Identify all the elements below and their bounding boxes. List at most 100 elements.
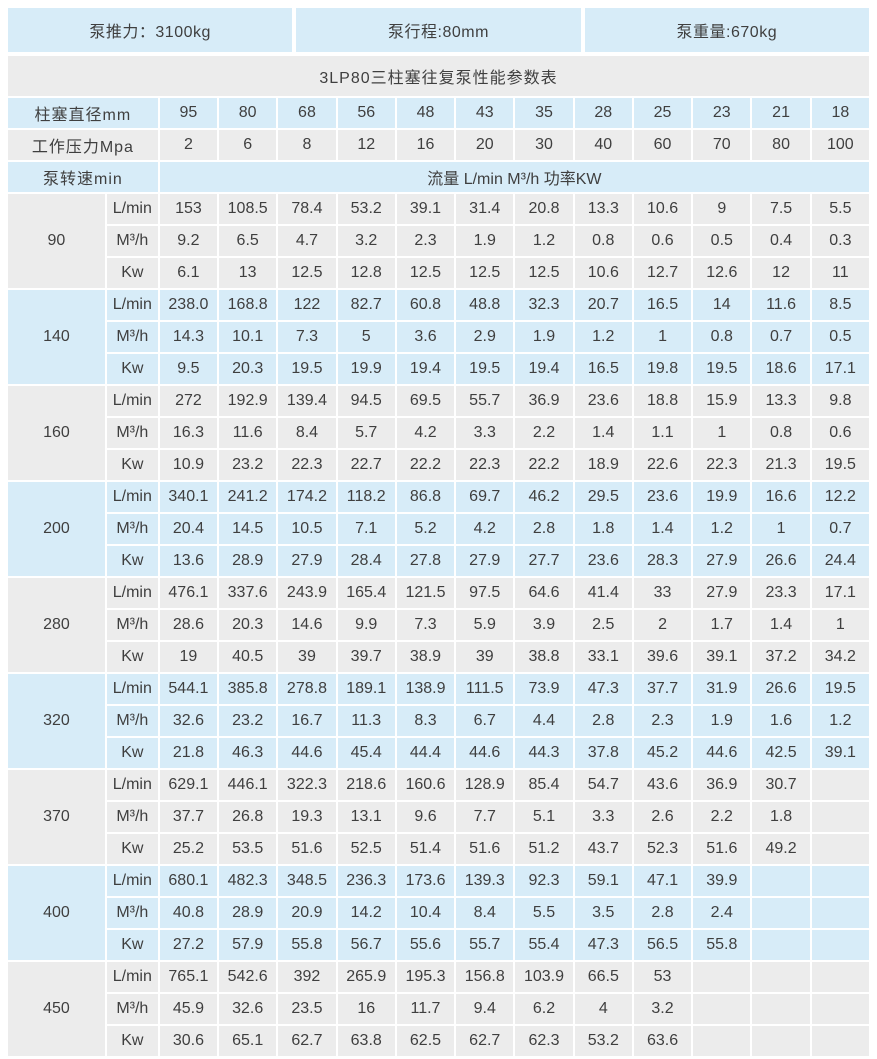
flow-unit-cell: Kw [106,642,158,672]
pressure-value-cell: 6 [219,130,277,160]
value-cell: 12.5 [456,258,514,288]
value-cell: 103.9 [515,962,573,992]
value-cell: 2.9 [456,322,514,352]
value-cell: 156.8 [456,962,514,992]
value-cell: 27.9 [278,546,336,576]
value-cell: 39.1 [396,194,455,224]
value-cell: 1.2 [811,706,869,736]
value-cell: 26.6 [752,546,810,576]
flow-unit-cell: L/min [106,386,158,416]
flow-power-header: 流量 L/min M³/h 功率KW [159,162,869,192]
value-cell: 1 [752,514,810,544]
value-cell: 139.3 [456,866,514,896]
value-cell: 46.3 [219,738,277,768]
flow-unit-cell: L/min [106,866,158,896]
value-cell: 22.3 [693,450,751,480]
value-cell: 26.6 [752,674,810,704]
value-cell: 44.6 [278,738,336,768]
data-row: 320 L/min 544.1 385.8 278.8 189.1 138.9 111.5 73… [8,674,869,768]
value-cell: 32.6 [159,706,218,736]
pump-speed-cell: 160 [8,386,105,480]
performance-table: 柱塞直径mm 95 80 68 56 48 43 35 28 25 23 21 … [6,96,871,1058]
value-cell: 56.7 [337,930,395,960]
value-cell: 2.4 [693,898,751,928]
data-row: M³/h 20.4 14.5 10.5 7.1 5.2 4.2 2.8 1.8 1.4 1.2 1 0.… [8,514,869,544]
value-cell: 2.8 [574,706,632,736]
value-cell: 9.9 [337,610,395,640]
value-cell: 48.8 [456,290,514,320]
value-cell: 0.7 [752,322,810,352]
value-cell: 13.1 [337,802,395,832]
value-cell: 1.2 [515,226,573,256]
value-cell: 55.4 [515,930,573,960]
value-cell: 629.1 [159,770,218,800]
value-cell: 27.9 [693,578,751,608]
value-cell: 40.8 [159,898,218,928]
value-cell: 542.6 [219,962,277,992]
value-cell: 7.3 [396,610,455,640]
header-rows: 柱塞直径mm 95 80 68 56 48 43 35 28 25 23 21 … [8,98,869,192]
diameter-value-cell: 23 [693,98,751,128]
value-cell: 29.5 [574,482,632,512]
diameter-value-cell: 21 [752,98,810,128]
value-cell: 10.1 [219,322,277,352]
diameter-value-cell: 25 [633,98,692,128]
value-cell: 2.8 [515,514,573,544]
value-cell: 121.5 [396,578,455,608]
value-cell: 36.9 [693,770,751,800]
data-row: M³/h 40.8 28.9 20.9 14.2 10.4 8.4 5.5 3.5 2.8 2.4 [8,898,869,928]
value-cell: 1.6 [752,706,810,736]
value-cell: 49.2 [752,834,810,864]
value-cell: 54.7 [574,770,632,800]
value-cell: 236.3 [337,866,395,896]
value-cell: 44.6 [456,738,514,768]
value-cell: 1.9 [693,706,751,736]
value-cell: 2.3 [396,226,455,256]
value-cell: 680.1 [159,866,218,896]
pressure-value-cell: 70 [693,130,751,160]
value-cell: 0.8 [693,322,751,352]
data-row: 160 L/min 272 192.9 139.4 94.5 69.5 55.7 36.9 23.… [8,386,869,480]
value-cell: 19.4 [515,354,573,384]
value-cell: 28.4 [337,546,395,576]
value-cell: 55.7 [456,386,514,416]
value-cell: 3.5 [574,898,632,928]
pump-stroke-cell: 泵行程:80mm [296,8,581,52]
data-row: 200 L/min 340.1 241.2 174.2 118.2 86.8 69.7 46.2… [8,482,869,576]
value-cell: 11.7 [396,994,455,1024]
value-cell: 31.4 [456,194,514,224]
value-cell: 40.5 [219,642,277,672]
value-cell: 20.4 [159,514,218,544]
value-cell: 14 [693,290,751,320]
value-cell: 7.7 [456,802,514,832]
value-cell: 21.8 [159,738,218,768]
value-cell: 16.5 [633,290,692,320]
value-cell: 153 [159,194,218,224]
diameter-row: 柱塞直径mm 95 80 68 56 48 43 35 28 25 23 21 … [8,98,869,128]
flow-unit-cell: M³/h [106,322,158,352]
pressure-value-cell: 8 [278,130,336,160]
pressure-value-cell: 12 [337,130,395,160]
value-cell: 18.9 [574,450,632,480]
value-cell: 348.5 [278,866,336,896]
value-cell: 128.9 [456,770,514,800]
value-cell: 46.2 [515,482,573,512]
value-cell: 1.8 [752,802,810,832]
value-cell: 544.1 [159,674,218,704]
value-cell: 1.2 [574,322,632,352]
data-row: 370 L/min 629.1 446.1 322.3 218.6 160.6 128.9 85… [8,770,869,864]
flow-unit-cell: L/min [106,482,158,512]
data-row: M³/h 9.2 6.5 4.7 3.2 2.3 1.9 1.2 0.8 0.6 0.5 0.4 0.3 [8,226,869,256]
pump-speed-cell: 370 [8,770,105,864]
value-cell: 4.4 [515,706,573,736]
value-cell: 0.5 [693,226,751,256]
value-cell [811,898,869,928]
pressure-value-cell: 20 [456,130,514,160]
value-cell: 4 [574,994,632,1024]
data-row: Kw 13.6 28.9 27.9 28.4 27.8 27.9 27.7 23.6 28.3 27… [8,546,869,576]
value-cell: 52.3 [633,834,692,864]
value-cell: 24.4 [811,546,869,576]
diameter-value-cell: 18 [811,98,869,128]
value-cell: 47.1 [633,866,692,896]
value-cell: 19.8 [633,354,692,384]
